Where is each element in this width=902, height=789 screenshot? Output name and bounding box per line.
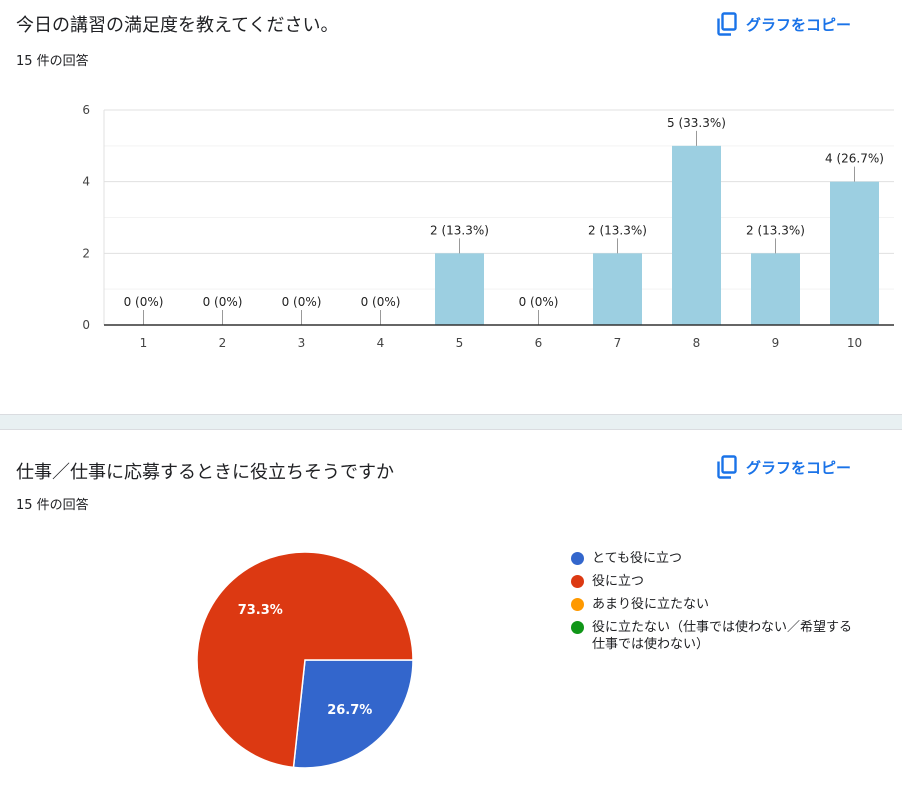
x-tick-label: 10 bbox=[847, 336, 862, 350]
bar bbox=[830, 181, 879, 325]
legend-swatch bbox=[571, 621, 584, 634]
x-tick-label: 1 bbox=[140, 336, 148, 350]
question-title: 今日の講習の満足度を教えてください。 bbox=[16, 15, 339, 36]
legend-swatch bbox=[571, 575, 584, 588]
y-tick-label: 6 bbox=[82, 103, 90, 117]
data-label: 4 (26.7%) bbox=[825, 152, 884, 166]
x-tick-label: 4 bbox=[377, 336, 385, 350]
data-label: 0 (0%) bbox=[203, 295, 243, 309]
bar bbox=[435, 253, 484, 325]
copy-icon bbox=[716, 12, 738, 36]
data-label: 2 (13.3%) bbox=[430, 223, 489, 237]
copy-chart-button[interactable]: グラフをコピー bbox=[716, 12, 851, 36]
legend-item: あまり役に立たない bbox=[571, 596, 871, 613]
copy-icon bbox=[716, 455, 738, 479]
legend-label: とても役に立つ bbox=[592, 551, 682, 566]
data-label: 0 (0%) bbox=[519, 295, 559, 309]
copy-chart-button[interactable]: グラフをコピー bbox=[716, 455, 851, 479]
bar bbox=[751, 253, 800, 325]
legend-swatch bbox=[571, 598, 584, 611]
y-tick-label: 4 bbox=[82, 175, 90, 189]
y-tick-label: 0 bbox=[82, 318, 90, 332]
bar bbox=[593, 253, 642, 325]
copy-chart-label: グラフをコピー bbox=[746, 15, 852, 34]
pie-slice bbox=[292, 659, 414, 769]
legend-item: とても役に立つ bbox=[571, 550, 871, 567]
data-label: 2 (13.3%) bbox=[588, 223, 647, 237]
y-tick-label: 2 bbox=[82, 246, 90, 260]
legend-label: あまり役に立たない bbox=[592, 597, 710, 612]
bar-chart: 0 2 4 6 0 (0%) 1 0 (0%) 2 0 (0%) 3 0 (0%) 4 2 (13.3%… bbox=[82, 103, 894, 350]
response-count: 15 件の回答 bbox=[16, 498, 89, 513]
legend-item: 役に立つ bbox=[571, 573, 871, 590]
bar bbox=[672, 145, 721, 325]
data-label: 0 (0%) bbox=[124, 295, 164, 309]
x-tick-label: 7 bbox=[614, 336, 622, 350]
legend-label: 役に立たない（仕事では使わない／希望する仕事では使わない） bbox=[592, 620, 853, 652]
data-label: 0 (0%) bbox=[361, 295, 401, 309]
legend-swatch bbox=[571, 552, 584, 565]
question-title: 仕事／仕事に応募するときに役立ちそうですか bbox=[16, 462, 394, 483]
legend-item: 役に立たない（仕事では使わない／希望する仕事では使わない） bbox=[571, 619, 871, 653]
response-count: 15 件の回答 bbox=[16, 54, 89, 69]
x-tick-label: 3 bbox=[298, 336, 306, 350]
data-label: 0 (0%) bbox=[282, 295, 322, 309]
pie-slice-label: 26.7% bbox=[327, 703, 372, 718]
copy-chart-label: グラフをコピー bbox=[746, 458, 852, 477]
pie-slice bbox=[196, 551, 414, 769]
section-divider bbox=[0, 414, 902, 430]
x-tick-label: 9 bbox=[772, 336, 780, 350]
legend-label: 役に立つ bbox=[592, 574, 645, 589]
data-label: 2 (13.3%) bbox=[746, 223, 805, 237]
x-tick-label: 8 bbox=[693, 336, 701, 350]
pie-legend: とても役に立つ 役に立つあまり役に立たない役に立たない（仕事では使わない／希望する… bbox=[571, 550, 871, 659]
pie-slice-label: 73.3% bbox=[238, 603, 283, 618]
x-tick-label: 5 bbox=[456, 336, 464, 350]
data-label: 5 (33.3%) bbox=[667, 116, 726, 130]
x-tick-label: 6 bbox=[535, 336, 543, 350]
x-tick-label: 2 bbox=[219, 336, 227, 350]
pie-chart: 26.7% 73.3% bbox=[196, 551, 414, 769]
question-card-usefulness: 仕事／仕事に応募するときに役立ちそうですか 15 件の回答 グラフをコピー 26… bbox=[0, 430, 902, 789]
